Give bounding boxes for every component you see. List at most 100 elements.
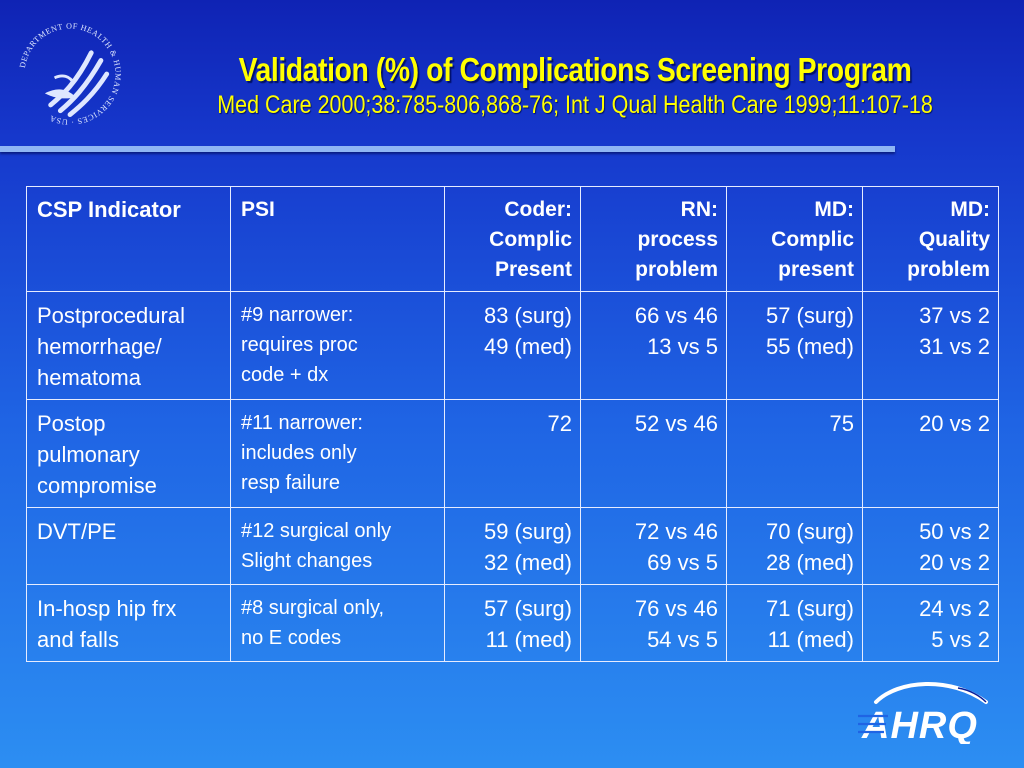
md-quality-value-cell: 20 vs 2 — [862, 399, 999, 508]
cell-line: Postprocedural — [37, 303, 185, 328]
header-md-quality-problem: MD: Quality problem — [862, 186, 999, 292]
cell-line: 50 vs 2 — [919, 519, 990, 544]
header-md-complic-present: MD: Complic present — [726, 186, 863, 292]
cell-line: 11 (med) — [767, 627, 854, 652]
md-complic-value-cell: 75 — [726, 399, 863, 508]
md-complic-value-cell: 71 (surg) 11 (med) — [726, 584, 863, 662]
csp-indicator-cell: DVT/PE — [26, 507, 231, 585]
slide-subtitle: Med Care 2000;38:785-806,868-76; Int J Q… — [217, 91, 933, 119]
cell-line: 76 vs 46 — [634, 596, 718, 621]
md-complic-value-cell: 57 (surg) 55 (med) — [726, 291, 863, 400]
cell-line: 54 vs 5 — [647, 627, 718, 652]
header-line: problem — [907, 258, 990, 281]
rn-value-cell: 72 vs 46 69 vs 5 — [580, 507, 727, 585]
header-line: present — [778, 258, 854, 281]
cell-line: 24 vs 2 — [919, 596, 990, 621]
rn-value-cell: 76 vs 46 54 vs 5 — [580, 584, 727, 662]
header-line: Complic — [489, 228, 572, 251]
header-line: PSI — [241, 198, 275, 221]
coder-value-cell: 59 (surg) 32 (med) — [444, 507, 581, 585]
cell-line: 20 vs 2 — [919, 411, 990, 436]
cell-line: 20 vs 2 — [919, 550, 990, 575]
rn-value-cell: 52 vs 46 — [580, 399, 727, 508]
cell-line: 32 (med) — [483, 550, 572, 575]
header-line: Present — [494, 258, 572, 281]
cell-line: 72 — [547, 411, 572, 436]
ahrq-logo: AHRQ — [858, 682, 988, 744]
cell-line: hemorrhage/ — [37, 334, 162, 359]
psi-cell: #9 narrower: requires proc code + dx — [230, 291, 445, 400]
coder-value-cell: 83 (surg) 49 (med) — [444, 291, 581, 400]
cell-line: code + dx — [241, 364, 329, 386]
header-line: Quality — [918, 228, 990, 251]
cell-line: 57 (surg) — [765, 303, 854, 328]
title-divider — [0, 146, 895, 152]
cell-line: Postop — [37, 411, 106, 436]
cell-line: 5 vs 2 — [931, 627, 990, 652]
cell-line: 71 (surg) — [765, 596, 854, 621]
header-line: MD: — [950, 198, 990, 221]
table-row: Postop pulmonary compromise #11 narrower… — [26, 399, 999, 508]
cell-line: 28 (med) — [765, 550, 854, 575]
cell-line: 75 — [829, 411, 854, 436]
cell-line: 31 vs 2 — [919, 334, 990, 359]
table-row: Postprocedural hemorrhage/ hematoma #9 n… — [26, 291, 999, 400]
cell-line: #8 surgical only, — [241, 597, 385, 619]
header-line: RN: — [680, 198, 718, 221]
header-line: CSP Indicator — [37, 197, 181, 222]
rn-value-cell: 66 vs 46 13 vs 5 — [580, 291, 727, 400]
header-csp-indicator: CSP Indicator — [26, 186, 231, 292]
hhs-seal-logo: DEPARTMENT OF HEALTH & HUMAN SERVICES · … — [18, 22, 122, 127]
cell-line: 11 (med) — [485, 627, 572, 652]
cell-line: resp failure — [241, 472, 340, 494]
csp-indicator-cell: Postop pulmonary compromise — [26, 399, 231, 508]
table-header-row: CSP Indicator PSI Coder: Complic Present… — [26, 186, 999, 292]
cell-line: compromise — [37, 473, 157, 498]
cell-line: pulmonary — [37, 442, 140, 467]
header-line: problem — [635, 258, 718, 281]
csp-indicator-cell: Postprocedural hemorrhage/ hematoma — [26, 291, 231, 400]
cell-line: no E codes — [241, 627, 342, 649]
cell-line: #9 narrower: — [241, 304, 354, 326]
header-line: process — [637, 228, 718, 251]
psi-cell: #8 surgical only, no E codes — [230, 584, 445, 662]
coder-value-cell: 72 — [444, 399, 581, 508]
header-line: Coder: — [504, 198, 572, 221]
md-quality-value-cell: 50 vs 2 20 vs 2 — [862, 507, 999, 585]
cell-line: In-hosp hip frx — [37, 596, 177, 621]
cell-line: 13 vs 5 — [647, 334, 718, 359]
cell-line: #11 narrower: — [241, 412, 363, 434]
cell-line: and falls — [37, 627, 119, 652]
cell-line: Slight changes — [241, 550, 373, 572]
header-line: MD: — [814, 198, 854, 221]
header-line: Complic — [771, 228, 854, 251]
cell-line: DVT/PE — [37, 519, 117, 544]
psi-cell: #11 narrower: includes only resp failure — [230, 399, 445, 508]
header-coder-complic-present: Coder: Complic Present — [444, 186, 581, 292]
slide-title: Validation (%) of Complications Screenin… — [238, 51, 912, 88]
cell-line: 49 (med) — [483, 334, 572, 359]
cell-line: includes only — [241, 442, 357, 464]
cell-line: 70 (surg) — [765, 519, 854, 544]
psi-cell: #12 surgical only Slight changes — [230, 507, 445, 585]
cell-line: 83 (surg) — [483, 303, 572, 328]
cell-line: 66 vs 46 — [634, 303, 718, 328]
md-quality-value-cell: 24 vs 2 5 vs 2 — [862, 584, 999, 662]
cell-line: requires proc — [241, 334, 358, 356]
cell-line: #12 surgical only — [241, 520, 392, 542]
csp-indicator-cell: In-hosp hip frx and falls — [26, 584, 231, 662]
cell-line: 52 vs 46 — [634, 411, 718, 436]
coder-value-cell: 57 (surg) 11 (med) — [444, 584, 581, 662]
header-psi: PSI — [230, 186, 445, 292]
validation-table: CSP Indicator PSI Coder: Complic Present… — [26, 186, 999, 662]
cell-line: hematoma — [37, 365, 141, 390]
table-row: DVT/PE #12 surgical only Slight changes … — [26, 507, 999, 585]
header-rn-process-problem: RN: process problem — [580, 186, 727, 292]
cell-line: 57 (surg) — [483, 596, 572, 621]
cell-line: 55 (med) — [765, 334, 854, 359]
cell-line: 69 vs 5 — [647, 550, 718, 575]
cell-line: 59 (surg) — [483, 519, 572, 544]
md-complic-value-cell: 70 (surg) 28 (med) — [726, 507, 863, 585]
table-row: In-hosp hip frx and falls #8 surgical on… — [26, 584, 999, 662]
md-quality-value-cell: 37 vs 2 31 vs 2 — [862, 291, 999, 400]
